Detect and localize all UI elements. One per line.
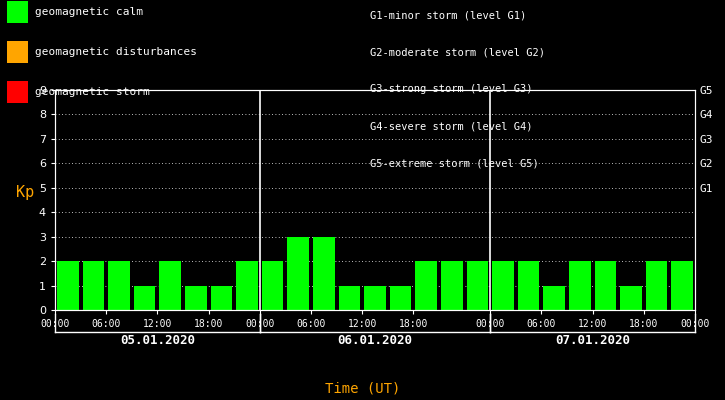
Bar <box>543 286 565 310</box>
Text: G4-severe storm (level G4): G4-severe storm (level G4) <box>370 122 532 132</box>
Bar <box>441 261 463 310</box>
Bar <box>415 261 437 310</box>
Bar <box>646 261 668 310</box>
Bar <box>466 261 488 310</box>
Y-axis label: Kp: Kp <box>16 185 34 200</box>
Bar <box>108 261 130 310</box>
Bar <box>671 261 693 310</box>
Bar <box>390 286 412 310</box>
Bar <box>57 261 79 310</box>
Bar <box>594 261 616 310</box>
Bar <box>287 237 309 310</box>
Bar <box>210 286 232 310</box>
Text: geomagnetic calm: geomagnetic calm <box>35 7 143 17</box>
Bar <box>518 261 539 310</box>
Bar <box>492 261 514 310</box>
Text: geomagnetic storm: geomagnetic storm <box>35 87 149 97</box>
Text: 05.01.2020: 05.01.2020 <box>120 334 195 347</box>
Bar <box>339 286 360 310</box>
Bar <box>364 286 386 310</box>
Text: geomagnetic disturbances: geomagnetic disturbances <box>35 47 196 57</box>
Text: G1-minor storm (level G1): G1-minor storm (level G1) <box>370 10 526 20</box>
Text: G2-moderate storm (level G2): G2-moderate storm (level G2) <box>370 47 544 57</box>
Text: G5-extreme storm (level G5): G5-extreme storm (level G5) <box>370 159 539 169</box>
Bar <box>262 261 283 310</box>
Text: 06.01.2020: 06.01.2020 <box>338 334 413 347</box>
Bar <box>569 261 591 310</box>
Text: Time (UT): Time (UT) <box>325 382 400 396</box>
Text: 07.01.2020: 07.01.2020 <box>555 334 630 347</box>
Bar <box>620 286 642 310</box>
Text: G3-strong storm (level G3): G3-strong storm (level G3) <box>370 84 532 94</box>
Bar <box>133 286 155 310</box>
Bar <box>313 237 335 310</box>
Bar <box>160 261 181 310</box>
Bar <box>236 261 258 310</box>
Bar <box>185 286 207 310</box>
Bar <box>83 261 104 310</box>
